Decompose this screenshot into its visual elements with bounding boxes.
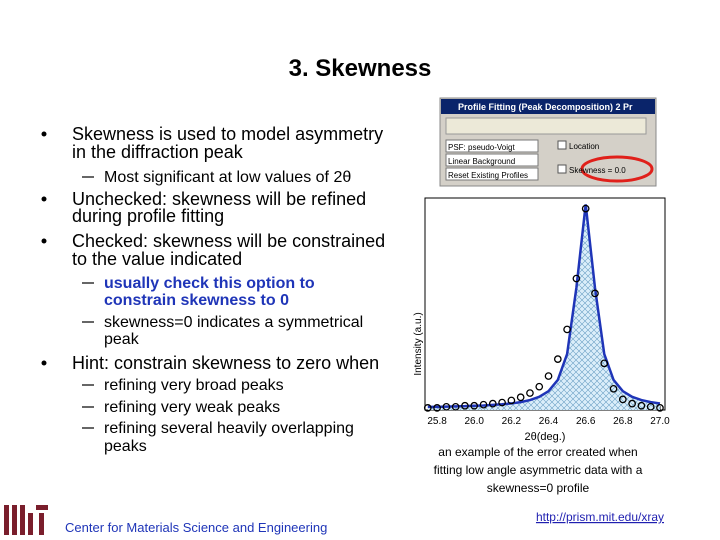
x-tick-label: 27.0	[650, 416, 670, 427]
caption: skewness=0 profile	[487, 481, 590, 495]
data-point	[488, 399, 497, 408]
x-tick-label: 26.8	[613, 416, 633, 427]
bullet-text: Skewness is used to model asymmetry	[72, 124, 383, 144]
bullet-text: Hint: constrain skewness to zero when	[72, 353, 379, 373]
bullet	[41, 238, 47, 244]
data-point	[656, 404, 664, 412]
fit-line	[427, 204, 661, 409]
caption: an example of the error created when	[438, 445, 637, 459]
data-point	[516, 393, 525, 402]
bullet-text: refining very broad peaks	[104, 377, 284, 394]
x-tick-label: 26.6	[576, 416, 596, 427]
field	[445, 153, 539, 167]
data-point	[470, 401, 479, 410]
option-text: Location	[569, 142, 599, 151]
bullet-text: Most significant at low values of 2θ	[104, 169, 351, 186]
data-point	[563, 325, 571, 334]
checkbox	[557, 140, 567, 150]
data-point	[572, 274, 581, 283]
data-point	[535, 382, 544, 391]
toolbar	[445, 117, 647, 135]
data-point	[591, 289, 599, 298]
x-tick-label: 26.4	[539, 416, 559, 427]
footer-center: Center for Materials Science and Enginee…	[65, 520, 327, 535]
checkbox	[557, 164, 567, 174]
data-point	[423, 404, 432, 412]
bullet	[41, 131, 47, 137]
data-point	[433, 404, 441, 412]
data-point	[461, 401, 469, 410]
data-point	[637, 401, 646, 410]
data-point	[479, 400, 488, 409]
bullet-text: during profile fitting	[72, 206, 224, 226]
bullet-text: peaks	[104, 438, 147, 455]
title-bar	[441, 99, 655, 114]
bullet-text: refining very weak peaks	[104, 399, 280, 416]
data-point	[553, 355, 562, 363]
field-text: PSF: pseudo-Voigt	[448, 143, 515, 152]
caption: fitting low angle asymmetric data with a	[434, 463, 643, 477]
x-axis-label: 2θ(deg.)	[525, 431, 566, 443]
option-text: Skewness = 0.0	[569, 166, 626, 175]
bullet-text: in the diffraction peak	[72, 142, 244, 162]
data-point	[628, 399, 636, 408]
data-point	[581, 204, 590, 213]
bullet	[41, 196, 47, 202]
field	[445, 139, 539, 153]
bullet-text: peak	[104, 331, 140, 348]
data-point	[442, 402, 451, 411]
bullet-text: to the value indicated	[72, 249, 242, 269]
x-tick-label: 26.2	[502, 416, 522, 427]
footer-link[interactable]: http://prism.mit.edu/xray	[536, 510, 664, 524]
x-tick-label: 25.8	[427, 416, 447, 427]
highlight	[580, 155, 654, 183]
data-point	[498, 398, 506, 407]
field-text: Reset Existing Profiles	[448, 171, 528, 180]
data-point	[609, 384, 618, 393]
data-point	[646, 402, 655, 411]
data-point	[451, 402, 460, 411]
y-axis-label: Intensity (a.u.)	[413, 312, 424, 375]
fit-area	[427, 204, 660, 410]
data-point	[507, 396, 516, 405]
logo	[4, 505, 48, 535]
x-tick-label: 26.0	[464, 416, 484, 427]
bullet-text: constrain skewness to 0	[104, 292, 289, 309]
bullet-text: usually check this option to	[104, 275, 315, 292]
plot-area	[424, 197, 666, 411]
data-point	[618, 395, 627, 404]
bullet	[41, 360, 47, 366]
slide-title: 3. Skewness	[289, 55, 432, 82]
data-point	[544, 372, 553, 380]
bullet-text: refining several heavily overlapping	[104, 420, 354, 437]
bullet-text: Checked: skewness will be constrained	[72, 231, 385, 251]
field	[445, 167, 539, 181]
bullet-text: skewness=0 indicates a symmetrical	[104, 314, 363, 331]
data-point	[526, 389, 534, 397]
bullet-text: Unchecked: skewness will be refined	[72, 189, 366, 209]
data-point	[600, 359, 609, 368]
field-text: Linear Background	[448, 157, 515, 166]
window-title: Profile Fitting (Peak Decomposition) 2 P…	[458, 102, 633, 112]
